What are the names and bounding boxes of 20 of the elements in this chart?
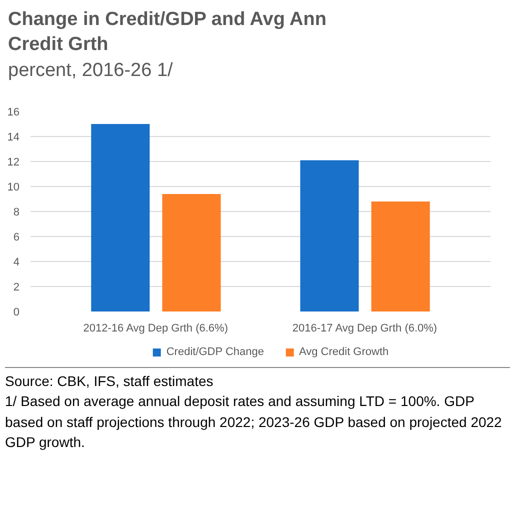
y-tick-label: 14 bbox=[7, 132, 20, 144]
source-note: Source: CBK, IFS, staff estimates bbox=[5, 372, 214, 391]
bar bbox=[162, 194, 221, 312]
y-tick-label: 16 bbox=[7, 106, 20, 118]
y-tick-label: 0 bbox=[13, 306, 20, 318]
x-tick-label: 2012-16 Avg Dep Grth (6.6%) bbox=[83, 322, 228, 334]
legend-label: Credit/GDP Change bbox=[166, 346, 264, 358]
y-tick-label: 4 bbox=[13, 256, 20, 268]
y-tick-label: 12 bbox=[7, 156, 20, 168]
y-tick-label: 6 bbox=[13, 232, 20, 244]
bar bbox=[371, 202, 430, 312]
y-tick-label: 10 bbox=[7, 182, 20, 194]
text: 1/ Based on average annual deposit rates and assuming LTD = 100%. GDP based on staff projections through 2022; 2023-26 GDP based on projected 2022 GDP growth. bbox=[5, 392, 503, 452]
bar bbox=[300, 160, 359, 312]
bar bbox=[91, 124, 150, 312]
chart-subtitle: percent, 2016-26 1/ bbox=[8, 59, 174, 84]
x-tick-label: 2016-17 Avg Dep Grth (6.0%) bbox=[292, 322, 438, 334]
y-tick-label: 8 bbox=[13, 206, 20, 218]
y-tick-label: 2 bbox=[13, 282, 20, 294]
legend-label: Avg Credit Growth bbox=[298, 346, 389, 358]
